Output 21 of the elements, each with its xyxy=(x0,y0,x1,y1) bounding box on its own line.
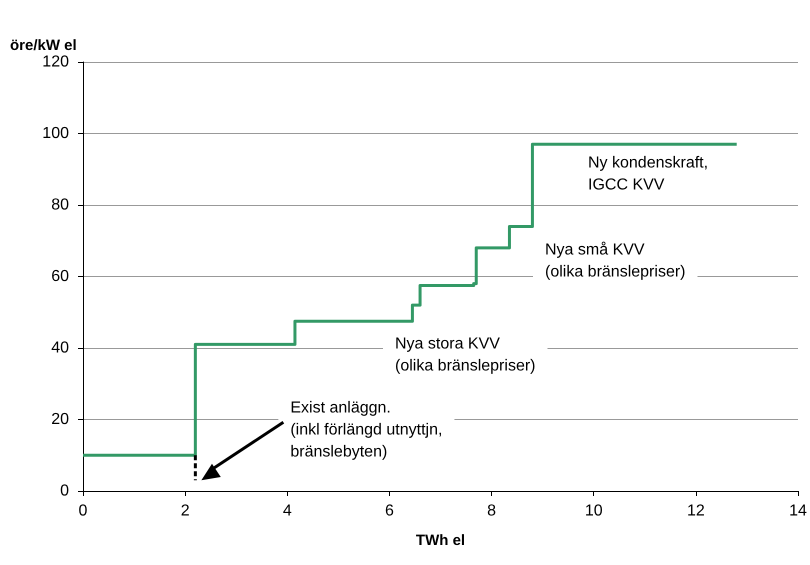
x-tick-label: 14 xyxy=(789,502,807,520)
annotation: Nya stora KVV (olika bränslepriser) xyxy=(395,336,536,374)
y-tick-label: 40 xyxy=(51,340,70,356)
y-tick-label: 20 xyxy=(51,411,70,428)
y-tick-label: 60 xyxy=(51,268,70,285)
x-tick-label: 8 xyxy=(487,502,496,520)
x-tick-label: 6 xyxy=(384,502,394,520)
y-axis-title: öre/kW el xyxy=(10,37,77,54)
annotation: Exist anläggn. (inkl förlängd utnyttjn, bränslebyten) xyxy=(290,400,442,460)
annotation: Ny kondenskraft, IGCC KVV xyxy=(588,154,708,194)
x-tick-label: 2 xyxy=(180,502,190,520)
x-axis-title: TWh el xyxy=(416,532,466,549)
y-tick-label: 120 xyxy=(42,54,70,70)
x-tick-label: 10 xyxy=(584,502,603,520)
y-tick-label: 80 xyxy=(51,196,70,214)
x-tick-label: 12 xyxy=(686,502,705,520)
y-tick-label: 100 xyxy=(42,125,70,142)
x-tick-label: 4 xyxy=(282,502,292,520)
y-tick-label: 0 xyxy=(60,482,70,500)
x-tick-label: 0 xyxy=(78,502,88,520)
annotation: Nya små KVV (olika bränslepriser) xyxy=(545,242,686,280)
